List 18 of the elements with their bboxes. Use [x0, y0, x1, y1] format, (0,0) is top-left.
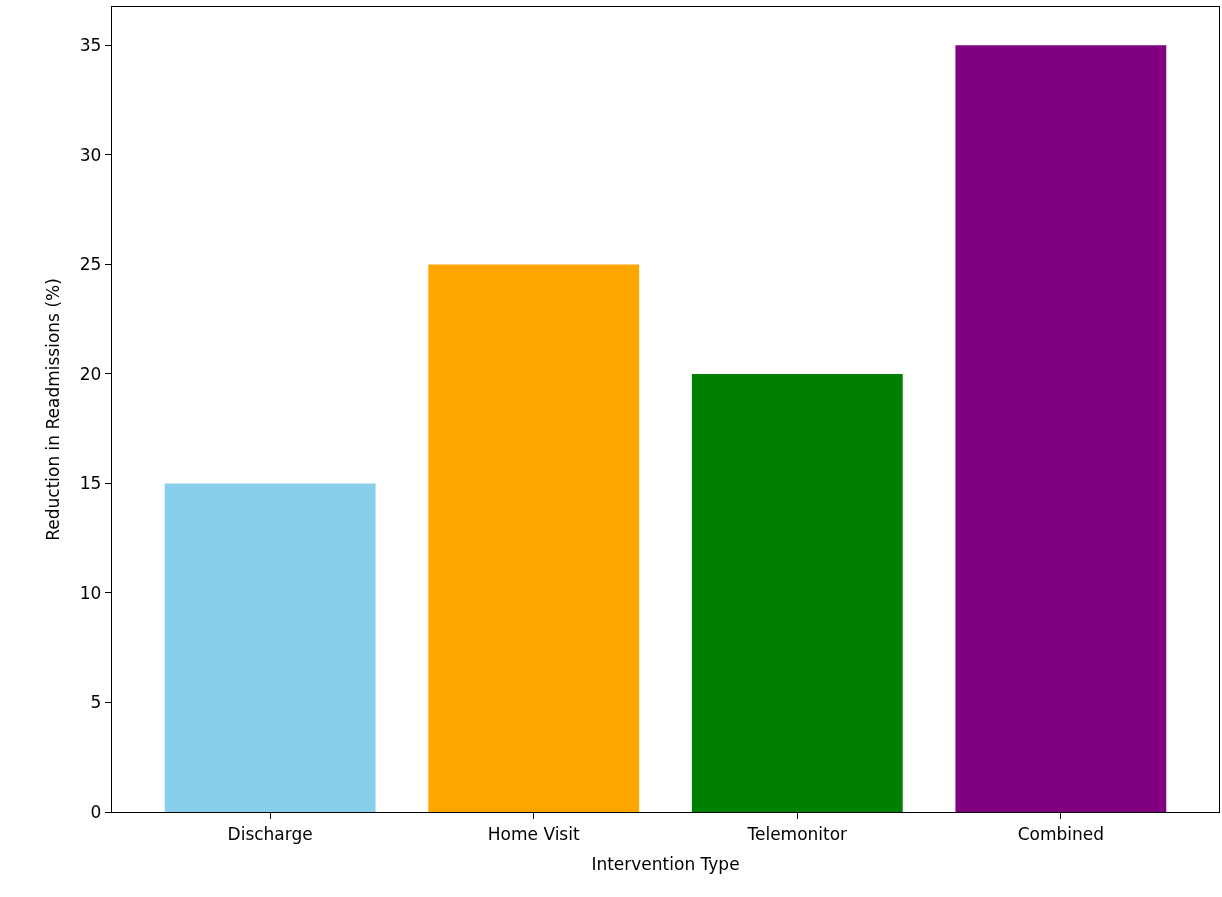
x-tick-label: Telemonitor: [746, 823, 848, 844]
bar: [691, 373, 903, 812]
bar: [955, 45, 1167, 812]
x-axis-title: Intervention Type: [591, 853, 740, 874]
x-tick-label: Discharge: [227, 823, 313, 844]
y-tick-label: 25: [79, 254, 102, 275]
y-tick-label: 30: [79, 144, 102, 165]
x-tick-label: Combined: [1017, 823, 1105, 844]
x-tick-label: Home Visit: [487, 823, 580, 844]
y-tick-label: 20: [79, 363, 102, 384]
bar: [164, 483, 376, 812]
y-tick-label: 5: [90, 692, 102, 713]
y-tick-label: 15: [79, 473, 102, 494]
y-axis-title: Reduction in Readmissions (%): [43, 278, 64, 541]
y-tick-label: 0: [90, 801, 102, 822]
y-tick-label: 35: [79, 35, 102, 56]
y-tick-label: 10: [79, 582, 102, 603]
bar: [428, 264, 640, 812]
